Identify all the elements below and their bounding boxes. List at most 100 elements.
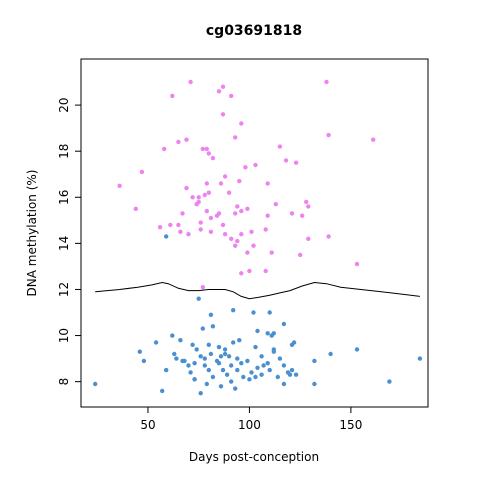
data-point-high [263, 227, 268, 232]
data-point-low [271, 349, 276, 354]
data-point-low [198, 354, 203, 359]
y-tick-label: 8 [57, 378, 71, 386]
data-point-low [153, 340, 159, 345]
y-tick-label: 18 [57, 144, 71, 159]
data-point-low [253, 374, 258, 380]
data-point-low [190, 342, 195, 347]
data-point-high [326, 234, 331, 239]
data-point-low [202, 363, 207, 368]
data-point-high [354, 261, 360, 267]
data-point-low [224, 372, 230, 377]
data-point-high [168, 222, 173, 228]
data-point-low [271, 331, 276, 336]
data-point-high [239, 271, 244, 276]
data-point-low [164, 234, 169, 239]
y-tick-label: 12 [57, 282, 71, 297]
data-point-high [200, 285, 205, 290]
data-point-low [293, 372, 299, 377]
data-point-low [208, 351, 214, 357]
data-point-high [300, 213, 305, 218]
data-point-high [253, 162, 258, 168]
data-point-low [255, 365, 260, 370]
data-point-low [267, 310, 272, 315]
data-point-low [206, 342, 211, 347]
data-point-high [184, 185, 189, 191]
data-point-low [178, 338, 183, 343]
data-point-high [176, 222, 181, 228]
x-tick-label: 100 [238, 418, 261, 432]
data-point-low [200, 326, 205, 331]
data-point-high [269, 250, 274, 255]
data-point-high [265, 181, 270, 186]
data-point-low [239, 361, 244, 366]
data-point-low [137, 349, 142, 354]
data-point-low [259, 354, 264, 359]
data-points [93, 79, 423, 396]
data-point-low [210, 374, 216, 380]
y-tick-label: 20 [57, 97, 71, 112]
data-point-high [220, 222, 226, 228]
data-point-low [216, 344, 222, 350]
data-point-high [202, 192, 207, 198]
data-point-high [326, 132, 331, 138]
data-point-low [229, 363, 234, 368]
data-point-low [328, 351, 333, 357]
data-point-high [220, 84, 226, 89]
trend-line [95, 281, 420, 300]
data-point-low [245, 358, 250, 364]
data-point-low [208, 312, 214, 317]
data-point-low [170, 333, 175, 338]
data-point-high [245, 206, 250, 211]
data-point-high [247, 268, 252, 274]
data-point-high [289, 211, 295, 216]
data-point-low [261, 363, 266, 368]
data-point-high [306, 204, 311, 209]
data-point-low [287, 372, 293, 377]
data-point-low [259, 372, 264, 377]
data-point-low [180, 358, 185, 364]
data-point-high [194, 202, 199, 207]
data-point-low [188, 370, 193, 375]
x-axis-label: Days post-conception [189, 450, 319, 464]
data-point-low [281, 363, 287, 368]
data-point-high [245, 250, 250, 255]
data-point-high [206, 151, 211, 156]
x-tick-label: 150 [339, 418, 362, 432]
data-point-low [312, 358, 317, 364]
chart-title: cg03691818 [206, 23, 302, 39]
data-point-high [229, 93, 234, 99]
data-point-low [218, 354, 224, 359]
data-point-high [293, 160, 299, 165]
data-point-high [324, 79, 329, 85]
data-point-low [417, 356, 423, 361]
data-point-high [133, 206, 138, 211]
data-point-high [210, 155, 216, 161]
data-point-low [235, 356, 240, 361]
data-point-low [281, 381, 287, 387]
data-point-high [304, 199, 309, 205]
data-point-high [273, 202, 278, 207]
data-point-high [216, 89, 222, 94]
data-point-low [141, 358, 147, 364]
data-point-low [241, 374, 246, 380]
data-point-low [192, 377, 197, 382]
data-point-low [226, 354, 232, 359]
data-point-low [202, 356, 207, 361]
data-point-low [354, 347, 360, 352]
x-axis: 50 100 150 [140, 407, 362, 432]
data-point-high [196, 195, 201, 200]
data-point-low [198, 391, 203, 396]
data-point-low [312, 381, 317, 387]
data-point-high [186, 232, 191, 237]
data-point-high [184, 137, 189, 142]
data-point-high [188, 79, 193, 85]
data-point-low [222, 351, 228, 357]
data-point-low [194, 347, 199, 352]
data-point-low [233, 386, 238, 391]
data-point-low [93, 381, 98, 387]
data-point-high [306, 236, 311, 241]
data-point-low [237, 338, 242, 343]
data-point-high [239, 232, 244, 237]
data-point-high [229, 236, 234, 241]
data-point-high [235, 238, 240, 244]
